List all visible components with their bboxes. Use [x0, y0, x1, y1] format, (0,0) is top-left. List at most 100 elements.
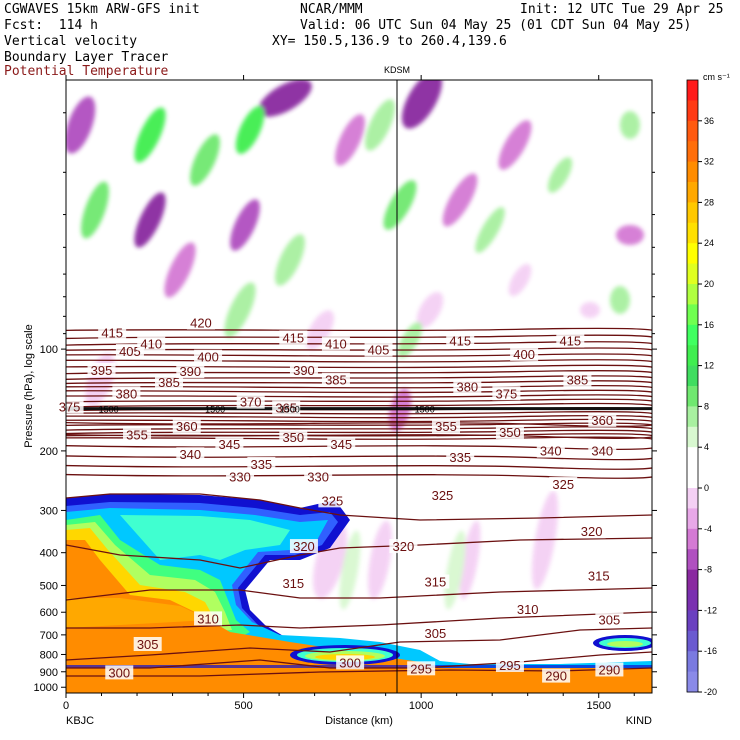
init-time: Init: 12 UTC Tue 29 Apr 25: [520, 2, 724, 17]
theta-label-bg: [289, 539, 318, 554]
colorbar-swatch: [687, 406, 698, 428]
theta-label: 320: [581, 524, 603, 539]
theta-label: 360: [176, 419, 198, 434]
y-axis: 100 200 300 400 500 600 700 800 900 1000: [34, 112, 657, 694]
theta-label: 345: [219, 437, 241, 452]
theta-contour: [66, 627, 652, 661]
theta-label: 400: [197, 350, 219, 365]
org-label: NCAR/MMM: [300, 2, 363, 17]
theta-label: 300: [108, 665, 130, 680]
field-potential-temperature: Potential Temperature: [4, 64, 169, 79]
theta-label-bg: [563, 372, 592, 387]
theta-label-bg: [98, 325, 127, 340]
theta-label: 420: [190, 316, 212, 331]
theta-label: 335: [250, 457, 272, 472]
x-tick-label: 500: [234, 700, 252, 712]
colorbar-swatch: [687, 590, 698, 611]
colorbar-swatch: [687, 651, 698, 673]
theta-label: 405: [119, 344, 141, 359]
boundary-layer-tracer: [66, 494, 652, 693]
colorbar-swatch: [687, 345, 698, 367]
colorbar-swatch: [687, 488, 698, 509]
colorbar-swatch: [687, 80, 698, 101]
theta-label: 305: [599, 613, 621, 628]
y-tick-label: 700: [40, 630, 58, 642]
theta-label: 380: [116, 386, 138, 401]
colorbar-label: 0: [704, 483, 709, 493]
vv-updraft: [235, 106, 265, 154]
x-axis-label: Distance (km): [325, 715, 393, 727]
theta-label-bg: [421, 625, 450, 640]
vv-downdraft: [164, 242, 196, 298]
theta-label: 315: [425, 574, 447, 589]
vv-downdraft: [508, 263, 532, 297]
tracer-level-9: [66, 598, 210, 628]
theta-label-bg: [137, 336, 166, 351]
theta-contour: [66, 473, 652, 479]
y-axis-label: Pressure (hPa), log scale: [23, 324, 35, 448]
theta-label-bg: [154, 375, 183, 390]
colorbar-swatch: [687, 100, 698, 122]
colorbar-swatch: [687, 202, 698, 224]
theta-label-bg: [247, 456, 276, 471]
vv-downdraft: [498, 120, 532, 170]
station-top-label: KDSM: [384, 65, 410, 75]
theta-label: 390: [179, 364, 201, 379]
theta-label-bg: [453, 379, 482, 394]
theta-label-bg: [407, 661, 436, 676]
theta-contour: [66, 353, 652, 357]
theta-contour: [66, 398, 652, 403]
vv-downdraft: [616, 225, 644, 245]
theta-label-bg: [584, 568, 613, 583]
theta-label: 305: [425, 626, 447, 641]
theta-label-bg: [428, 488, 457, 503]
theta-label: 400: [513, 347, 535, 362]
y-tick-label: 900: [40, 667, 58, 679]
theta-label: 330: [307, 470, 329, 485]
theta-label-bg: [289, 362, 318, 377]
colorbar-label: 12: [704, 361, 714, 371]
colorbar-swatch: [687, 222, 698, 244]
theta-contour: [66, 433, 652, 439]
theta-label-bg: [236, 394, 265, 409]
theta-label-bg: [318, 493, 347, 508]
theta-label-bg: [495, 424, 524, 439]
vv-downdraft: [66, 96, 96, 154]
theta-label-bg: [513, 601, 542, 616]
colorbar-swatch: [687, 324, 698, 346]
theta-label: 370: [240, 395, 262, 410]
vv-downdraft: [401, 80, 443, 129]
theta-contour: [66, 359, 652, 363]
theta-contour: [66, 327, 652, 332]
theta-label: 310: [197, 611, 219, 626]
vv-downdraft: [580, 302, 600, 318]
y-tick-label: 600: [40, 607, 58, 619]
vv-updraft: [275, 234, 305, 286]
colorbar-label: 8: [704, 401, 709, 411]
colorbar-label: 24: [704, 238, 714, 248]
colorbar-swatch: [687, 508, 698, 530]
colorbar-swatch: [687, 263, 698, 285]
theta-label: 415: [101, 326, 123, 341]
theta-label: 295: [410, 661, 432, 676]
theta-label: 385: [325, 373, 347, 388]
theta-label-bg: [194, 349, 223, 364]
colorbar-label: 4: [704, 442, 709, 452]
y-tick-label: 300: [40, 505, 58, 517]
theta-label-bg: [172, 419, 201, 434]
theta-contour: [66, 334, 652, 340]
colorbar-swatch: [687, 467, 698, 489]
cross-section-coords: XY= 150.5,136.9 to 260.4,139.6: [272, 34, 507, 49]
x-tick-label: 1000: [409, 700, 433, 712]
y-tick-label: 400: [40, 548, 58, 560]
theta-label-bg: [272, 400, 301, 415]
colorbar-label: 16: [704, 320, 714, 330]
theta-contour: [66, 537, 652, 569]
vv-updraft: [365, 99, 395, 151]
theta-label: 390: [293, 363, 315, 378]
tracer-level-4: [120, 515, 290, 560]
vv-downdraft: [230, 199, 260, 251]
colorbar-swatch: [687, 447, 698, 469]
vv-downdraft: [459, 520, 481, 600]
theta-label: 335: [449, 450, 471, 465]
